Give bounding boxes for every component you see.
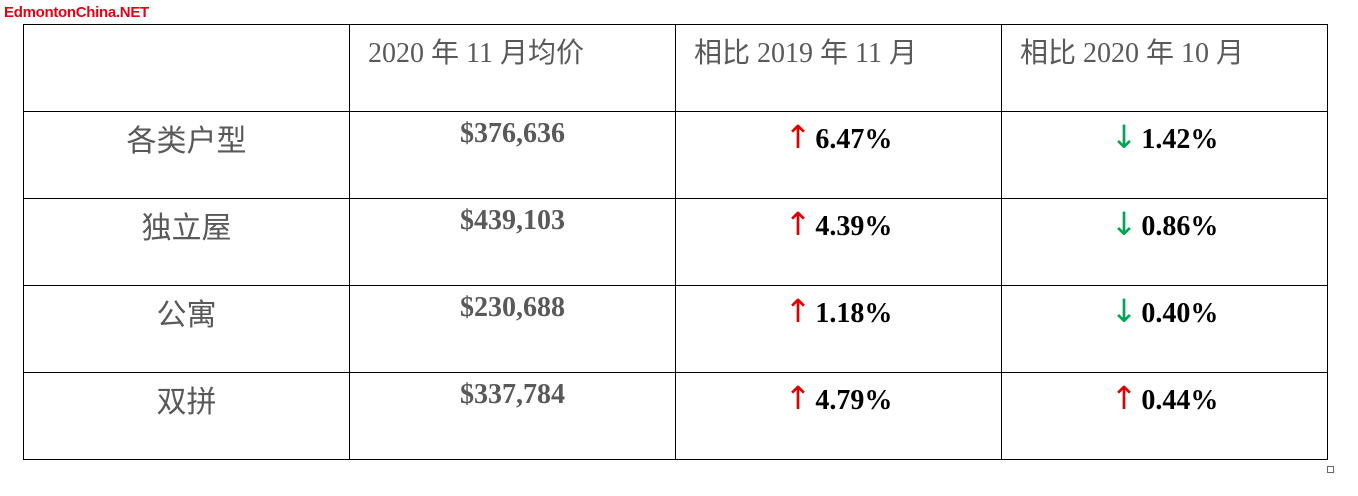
- percent: 0.86%: [1141, 211, 1219, 242]
- watermark: EdmontonChina.NET: [4, 4, 149, 21]
- percent: 6.47%: [815, 124, 893, 155]
- table-row: 各类户型 $376,636 ↑ 6.47% ↓ 1.42%: [23, 111, 1328, 199]
- type-cell: 双拼: [23, 372, 350, 460]
- arrow: ↑: [784, 118, 812, 156]
- yoy-cell: ↑ 6.47%: [675, 111, 1002, 199]
- price-cell: $439,103: [349, 198, 676, 286]
- type-cell: 各类户型: [23, 111, 350, 199]
- percent: 4.79%: [815, 385, 893, 416]
- mom-cell: ↑ 0.44%: [1001, 372, 1328, 460]
- percent: 0.44%: [1141, 385, 1219, 416]
- header-cell: 相比 2020 年 10 月: [1001, 24, 1328, 112]
- header-cell: 相比 2019 年 11 月: [675, 24, 1002, 112]
- yoy-cell: ↑ 4.39%: [675, 198, 1002, 286]
- arrow: ↑: [1110, 379, 1138, 417]
- mom-cell: ↓ 0.40%: [1001, 285, 1328, 373]
- price-table: 2020 年 11 月均价 相比 2019 年 11 月 相比 2020 年 1…: [23, 24, 1328, 460]
- resize-handle: [1327, 466, 1334, 473]
- arrow: ↓: [1110, 118, 1138, 156]
- table-row: 独立屋 $439,103 ↑ 4.39% ↓ 0.86%: [23, 198, 1328, 286]
- arrow: ↑: [784, 379, 812, 417]
- mom-cell: ↓ 0.86%: [1001, 198, 1328, 286]
- price-cell: $337,784: [349, 372, 676, 460]
- type-cell: 公寓: [23, 285, 350, 373]
- arrow: ↑: [784, 292, 812, 330]
- arrow: ↓: [1110, 205, 1138, 243]
- yoy-cell: ↑ 1.18%: [675, 285, 1002, 373]
- mom-cell: ↓ 1.42%: [1001, 111, 1328, 199]
- percent: 1.42%: [1141, 124, 1219, 155]
- arrow: ↑: [784, 205, 812, 243]
- arrow: ↓: [1110, 292, 1138, 330]
- table-body: 2020 年 11 月均价 相比 2019 年 11 月 相比 2020 年 1…: [23, 24, 1328, 460]
- percent: 4.39%: [815, 211, 893, 242]
- yoy-cell: ↑ 4.79%: [675, 372, 1002, 460]
- percent: 1.18%: [815, 298, 893, 329]
- type-cell: 独立屋: [23, 198, 350, 286]
- table-row: 双拼 $337,784 ↑ 4.79% ↑ 0.44%: [23, 372, 1328, 460]
- header-cell: [23, 24, 350, 112]
- price-cell: $376,636: [349, 111, 676, 199]
- percent: 0.40%: [1141, 298, 1219, 329]
- header-cell: 2020 年 11 月均价: [349, 24, 676, 112]
- header-row: 2020 年 11 月均价 相比 2019 年 11 月 相比 2020 年 1…: [23, 24, 1328, 112]
- table-row: 公寓 $230,688 ↑ 1.18% ↓ 0.40%: [23, 285, 1328, 373]
- price-cell: $230,688: [349, 285, 676, 373]
